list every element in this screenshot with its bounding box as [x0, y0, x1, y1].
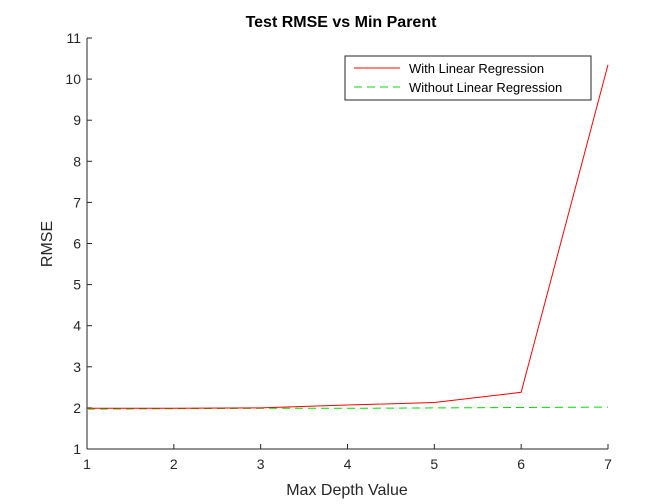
y-axis-label: RMSE — [39, 221, 56, 267]
x-tick-label: 7 — [604, 456, 612, 472]
y-tick-label: 7 — [73, 194, 81, 210]
legend-label-with-linear-regression: With Linear Regression — [409, 61, 544, 76]
x-ticks: 1 2 3 4 5 6 7 — [83, 444, 612, 472]
y-tick-label: 1 — [73, 441, 81, 457]
y-tick-label: 10 — [65, 71, 81, 87]
chart-title: Test RMSE vs Min Parent — [246, 14, 438, 31]
x-tick-label: 2 — [170, 456, 178, 472]
y-ticks: 1 2 3 4 5 6 7 8 9 10 11 — [65, 30, 92, 457]
y-tick-label: 4 — [73, 318, 81, 334]
y-tick-label: 9 — [73, 112, 81, 128]
y-tick-label: 11 — [66, 30, 81, 46]
series-layer — [86, 64, 609, 410]
x-tick-label: 4 — [344, 456, 352, 472]
x-axis-label: Max Depth Value — [286, 482, 408, 499]
legend: With Linear Regression Without Linear Re… — [344, 55, 592, 101]
series-line-with-linear-regression — [87, 64, 609, 409]
y-tick-label: 2 — [73, 400, 81, 416]
legend-label-without-linear-regression: Without Linear Regression — [409, 80, 562, 95]
x-tick-label: 5 — [430, 456, 438, 472]
y-tick-label: 8 — [73, 153, 81, 169]
y-tick-label: 6 — [73, 236, 81, 252]
x-tick-label: 6 — [517, 456, 525, 472]
x-tick-label: 1 — [83, 456, 91, 472]
y-tick-label: 3 — [73, 359, 81, 375]
x-tick-label: 3 — [257, 456, 265, 472]
y-tick-label: 5 — [73, 277, 81, 293]
legend-box — [344, 55, 592, 101]
series-line-without-linear-regression — [86, 406, 609, 410]
